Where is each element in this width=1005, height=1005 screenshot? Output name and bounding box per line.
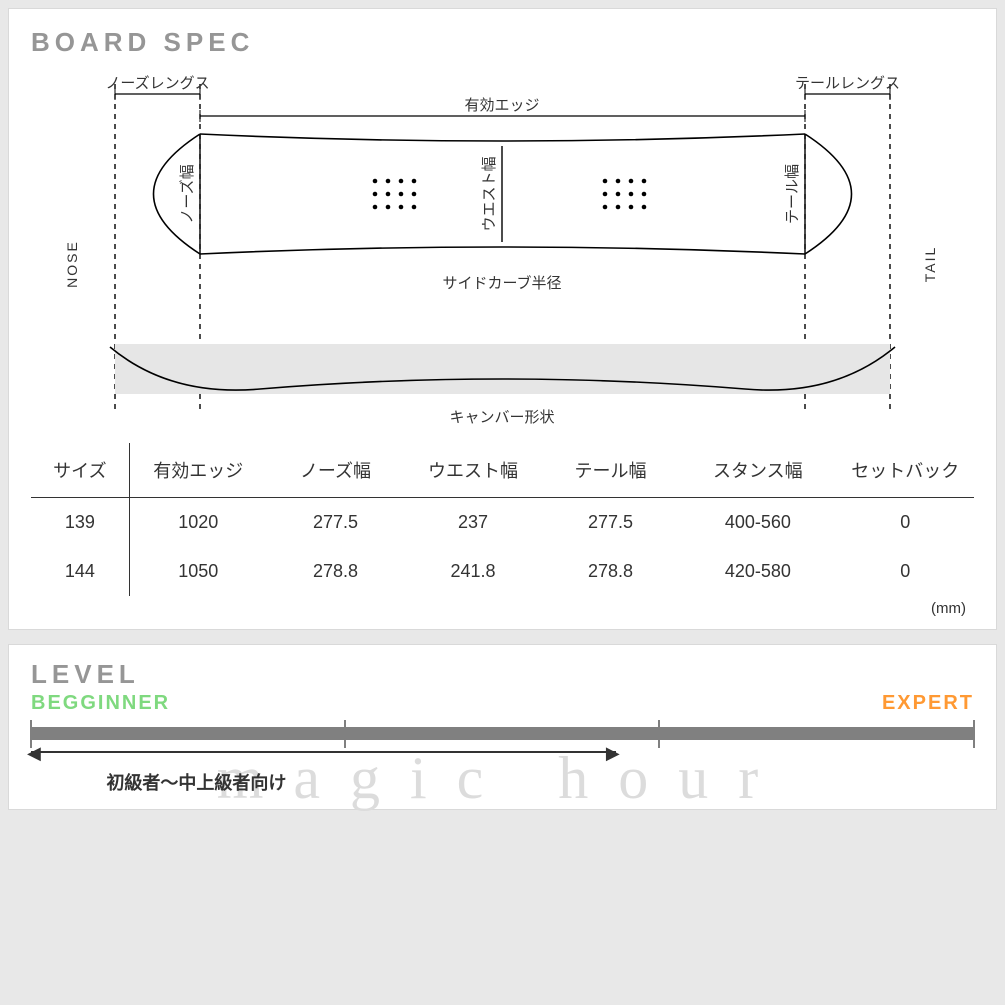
svg-text:テールレングス: テールレングス [795, 75, 900, 92]
level-range-arrow: ◀▶ [31, 751, 616, 753]
svg-text:テール幅: テール幅 [784, 164, 801, 224]
svg-text:サイドカーブ半径: サイドカーブ半径 [442, 274, 561, 292]
table-cell: 400-560 [679, 498, 836, 548]
board-spec-title: BOARD SPEC [31, 27, 974, 58]
expert-label: EXPERT [882, 692, 974, 715]
svg-text:ノーズレングス: ノーズレングス [105, 75, 209, 92]
col-header: テール幅 [542, 443, 680, 498]
board-diagram-svg: ノーズレングス テールレングス有効エッジノーズ幅 ウエスト幅 テール幅サイドカーブ半径… [31, 64, 974, 434]
table-cell: 144 [31, 547, 129, 596]
table-row: 1441050278.8241.8278.8420-5800 [31, 547, 974, 596]
spec-table-header-row: サイズ有効エッジノーズ幅ウエスト幅テール幅スタンス幅セットバック [31, 443, 974, 498]
col-header: サイズ [31, 443, 129, 498]
col-header: スタンス幅 [679, 443, 836, 498]
table-cell: 1020 [129, 498, 267, 548]
svg-text:ノーズ幅: ノーズ幅 [179, 164, 196, 223]
level-panel: magic hour LEVEL BEGGINNER EXPERT ◀▶初級者～… [8, 644, 997, 810]
spec-table-body: 1391020277.5237277.5400-56001441050278.8… [31, 498, 974, 597]
table-row: 1391020277.5237277.5400-5600 [31, 498, 974, 548]
svg-text:ウエスト幅: ウエスト幅 [481, 156, 498, 231]
arrow-left-icon: ◀ [27, 744, 41, 762]
table-cell: 241.8 [404, 547, 542, 596]
level-bar-fill [31, 727, 974, 740]
board-spec-panel: BOARD SPEC ノーズレングステールレングス有効エッジノーズ幅ウエスト幅テ… [8, 8, 997, 630]
table-cell: 278.8 [542, 547, 680, 596]
table-cell: 420-580 [679, 547, 836, 596]
svg-text:キャンバー形状: キャンバー形状 [449, 409, 554, 426]
level-range-label: 初級者～中上級者向け [106, 769, 286, 795]
table-cell: 0 [836, 547, 974, 596]
table-cell: 1050 [129, 547, 267, 596]
col-header: ノーズ幅 [267, 443, 405, 498]
table-cell: 237 [404, 498, 542, 548]
col-header: 有効エッジ [129, 443, 267, 498]
level-tick [344, 720, 346, 748]
level-tick [658, 720, 660, 748]
table-cell: 278.8 [267, 547, 405, 596]
level-endpoints: BEGGINNER EXPERT [31, 692, 974, 715]
table-cell: 0 [836, 498, 974, 548]
table-cell: 139 [31, 498, 129, 548]
svg-text:TAIL: TAIL [922, 246, 938, 283]
svg-text:有効エッジ: 有効エッジ [464, 97, 539, 114]
unit-label: (mm) [31, 596, 974, 619]
spec-table: サイズ有効エッジノーズ幅ウエスト幅テール幅スタンス幅セットバック 1391020… [31, 443, 974, 596]
arrow-right-icon: ▶ [606, 744, 620, 762]
level-tick [973, 720, 975, 748]
board-diagram: ノーズレングス テールレングス有効エッジノーズ幅 ウエスト幅 テール幅サイドカーブ半径… [31, 64, 974, 439]
col-header: ウエスト幅 [404, 443, 542, 498]
col-header: セットバック [836, 443, 974, 498]
level-title: LEVEL [31, 659, 974, 690]
svg-text:NOSE: NOSE [64, 240, 80, 288]
table-cell: 277.5 [267, 498, 405, 548]
level-bar: ◀▶初級者～中上級者向け [31, 721, 974, 781]
table-cell: 277.5 [542, 498, 680, 548]
beginner-label: BEGGINNER [31, 692, 170, 715]
